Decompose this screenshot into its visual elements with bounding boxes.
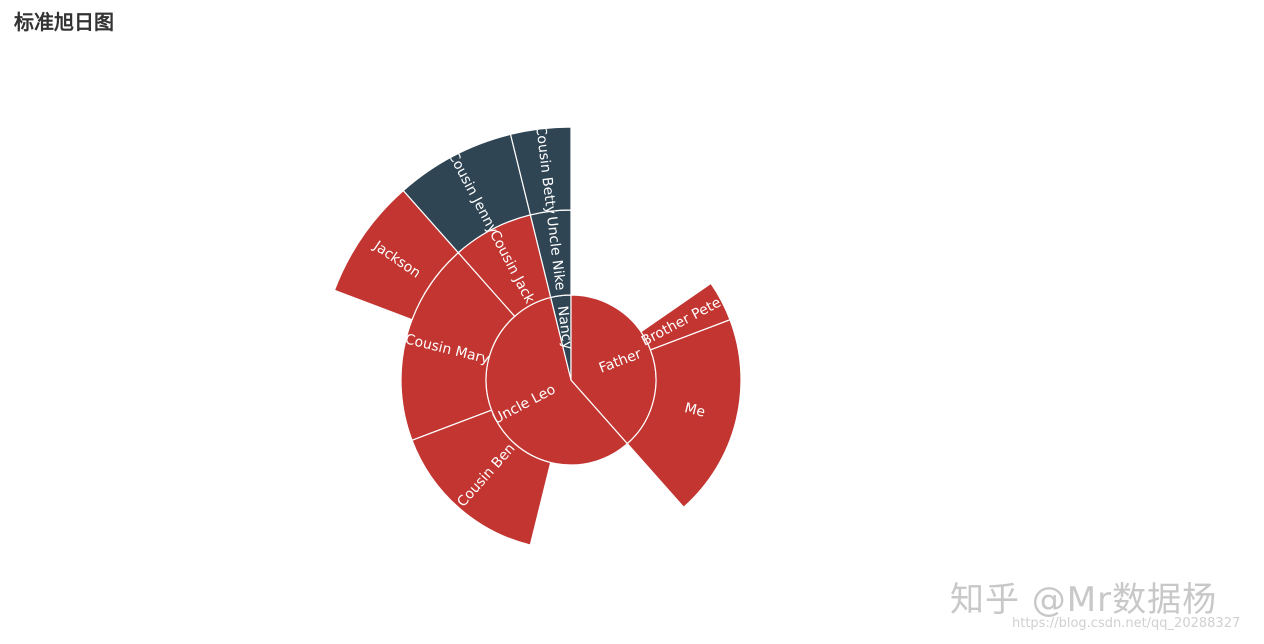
segment-brother-peter[interactable] <box>640 282 731 351</box>
segment-me[interactable] <box>626 318 742 509</box>
label-nancy: Nancy <box>554 305 575 351</box>
sunburst-segments <box>333 126 742 546</box>
label-me: Me <box>683 400 707 420</box>
chart-title: 标准旭日图 <box>14 10 114 34</box>
segment-jackson[interactable] <box>333 189 460 321</box>
segment-cousin-ben[interactable] <box>411 409 552 546</box>
watermark-url: https://blog.csdn.net/qq_20288327 <box>1012 616 1241 631</box>
watermark: 知乎 @Mr数据杨 <box>950 580 1218 620</box>
